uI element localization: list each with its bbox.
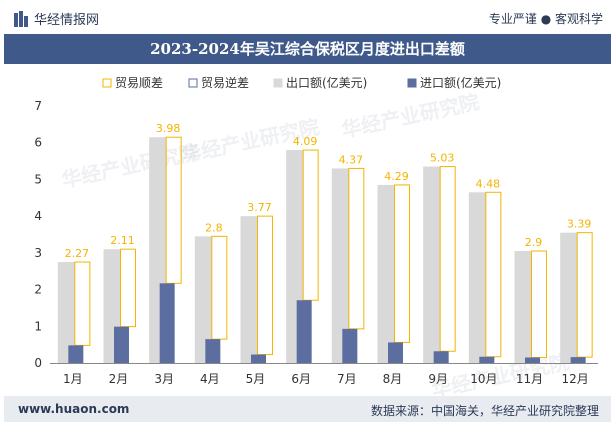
top-bar: 华经情报网 专业严谨 ● 客观科学	[0, 0, 615, 34]
surplus-bar	[165, 136, 182, 284]
x-tick-label: 9月	[428, 372, 448, 386]
data-label: 4.48	[476, 177, 501, 190]
x-tick-label: 6月	[291, 372, 311, 386]
legend-swatch	[102, 78, 112, 88]
import-bar	[525, 357, 540, 363]
import-bar	[433, 351, 449, 363]
legend-swatch	[407, 78, 417, 88]
x-tick-label: 2月	[109, 372, 129, 386]
legend-label: 贸易顺差	[115, 76, 163, 90]
x-tick-label: 12月	[562, 372, 589, 386]
y-tick-label: 1	[34, 319, 42, 333]
footer: www.huaon.com 数据来源：中国海关，华经产业研究院整理	[4, 396, 611, 422]
legend-label: 进口额(亿美元)	[420, 75, 501, 90]
import-bar	[388, 342, 403, 363]
legend-label: 贸易逆差	[201, 75, 249, 90]
data-label: 2.27	[65, 247, 90, 260]
surplus-bar	[394, 184, 410, 343]
surplus-bar	[302, 149, 319, 301]
legend-swatch	[188, 78, 198, 88]
import-bar	[159, 283, 175, 363]
footer-url[interactable]: www.huaon.com	[18, 402, 130, 416]
import-bar	[296, 300, 312, 363]
import-bar	[68, 345, 84, 363]
surplus-bar	[120, 248, 136, 328]
chart-title: 2023-2024年吴江综合保税区月度进出口差额	[4, 34, 611, 64]
footer-source: 数据来源：中国海关，华经产业研究院整理	[370, 404, 599, 418]
logo: 华经情报网	[14, 9, 99, 28]
x-tick-label: 5月	[246, 372, 266, 386]
y-tick-label: 2	[34, 283, 42, 297]
data-label: 3.39	[567, 218, 592, 231]
y-tick-label: 0	[34, 356, 42, 370]
import-bar	[114, 326, 129, 363]
surplus-bar	[74, 261, 91, 346]
import-bar	[205, 339, 221, 363]
surplus-bar	[257, 215, 273, 356]
x-tick-label: 11月	[516, 372, 543, 386]
surplus-bar	[576, 232, 593, 358]
legend: 贸易顺差 贸易逆差 出口额(亿美元) 进口额(亿美元)	[102, 75, 501, 90]
data-label: 5.03	[430, 152, 455, 165]
export-bar	[194, 236, 212, 363]
data-label: 4.37	[339, 153, 364, 166]
x-tick-label: 1月	[63, 372, 83, 386]
export-bar	[57, 262, 75, 363]
x-tick-label: 4月	[200, 372, 220, 386]
x-tick-label: 7月	[337, 372, 357, 386]
import-bar	[251, 354, 266, 363]
logo-icon	[14, 10, 28, 27]
y-tick-label: 4	[34, 209, 42, 223]
x-tick-label: 8月	[383, 372, 403, 386]
export-bar	[560, 232, 578, 363]
surplus-bar	[439, 166, 456, 352]
y-tick-label: 5	[34, 172, 42, 186]
y-tick-label: 6	[34, 136, 42, 150]
tagline: 专业严谨 ● 客观科学	[488, 12, 603, 26]
import-bar	[570, 357, 586, 363]
data-label: 4.09	[293, 135, 318, 148]
data-label: 2.9	[525, 236, 543, 249]
surplus-bar	[348, 167, 365, 330]
export-bar	[240, 216, 258, 363]
import-bar	[479, 356, 495, 363]
export-bar	[331, 168, 349, 363]
export-bar	[514, 251, 532, 363]
brand-name: 华经情报网	[34, 13, 100, 28]
data-label: 3.77	[247, 201, 272, 214]
export-bar	[468, 192, 486, 363]
surplus-bar	[485, 191, 502, 358]
legend-label: 出口额(亿美元)	[286, 75, 367, 90]
surplus-bar	[211, 235, 228, 340]
x-tick-label: 3月	[154, 372, 174, 386]
export-bar	[377, 184, 395, 363]
data-label: 2.11	[110, 234, 135, 247]
import-bar	[342, 328, 358, 363]
x-tick-label: 10月	[470, 372, 497, 386]
legend-swatch	[273, 78, 283, 88]
chart-area: 贸易顺差 贸易逆差 出口额(亿美元) 进口额(亿美元) 0 1 2 3 4 5 6 7 2.27 1月 2.…	[34, 75, 598, 386]
data-label: 4.29	[384, 170, 409, 183]
y-tick-label: 3	[34, 246, 42, 260]
y-tick-label: 7	[34, 99, 42, 113]
data-label: 2.8	[205, 221, 223, 234]
data-label: 3.98	[156, 122, 181, 135]
export-bar	[423, 166, 441, 363]
surplus-bar	[531, 250, 547, 358]
